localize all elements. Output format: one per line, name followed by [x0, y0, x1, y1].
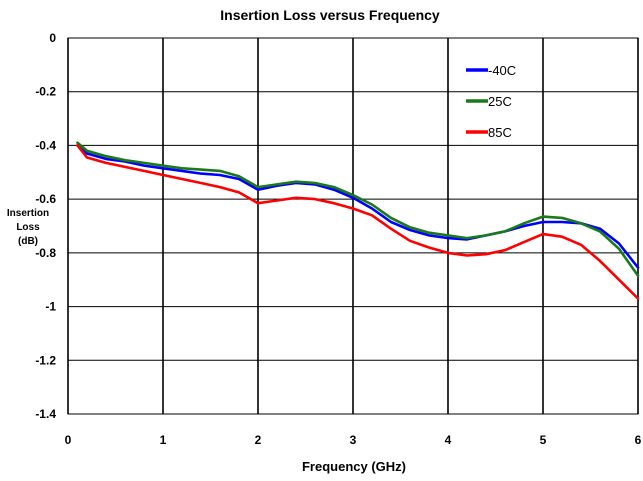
legend-label: -40C	[488, 63, 516, 78]
x-tick-label: 3	[350, 433, 357, 447]
series-lines	[76, 141, 640, 300]
y-axis-label-line-3: (dB)	[18, 236, 38, 247]
x-tick-label: 4	[445, 433, 452, 447]
y-tick-label: -0.4	[35, 138, 56, 152]
series-line-85C	[76, 144, 640, 300]
y-axis-label-line-1: Insertion	[7, 208, 49, 219]
y-tick-label: -1.2	[35, 353, 56, 367]
x-tick-label: 1	[160, 433, 167, 447]
legend-label: 25C	[488, 94, 512, 109]
x-tick-label: 2	[255, 433, 262, 447]
series-line-25C	[76, 141, 640, 278]
x-axis-label: Frequency (GHz)	[302, 459, 406, 474]
series-line--40C	[76, 144, 640, 269]
y-tick-label: -1	[45, 300, 56, 314]
y-tick-label: -1.4	[35, 407, 56, 421]
legend-label: 85C	[488, 125, 512, 140]
y-tick-labels: 0 -0.2 -0.4 -0.6 -0.8 -1 -1.2 -1.4	[35, 31, 56, 421]
y-axis-label: Insertion Loss (dB)	[7, 208, 49, 247]
x-tick-labels: 0 1 2 3 4 5 6	[65, 433, 642, 447]
y-tick-label: -0.8	[35, 246, 56, 260]
legend: -40C 25C 85C	[466, 63, 516, 140]
y-tick-label: -0.2	[35, 85, 56, 99]
chart-title: Insertion Loss versus Frequency	[220, 7, 440, 23]
x-gridlines	[162, 38, 639, 414]
x-tick-label: 6	[635, 433, 642, 447]
x-tick-label: 0	[65, 433, 72, 447]
y-tick-label: 0	[49, 31, 56, 45]
x-tick-label: 5	[540, 433, 547, 447]
y-axis-label-line-2: Loss	[16, 222, 40, 233]
y-tick-label: -0.6	[35, 192, 56, 206]
